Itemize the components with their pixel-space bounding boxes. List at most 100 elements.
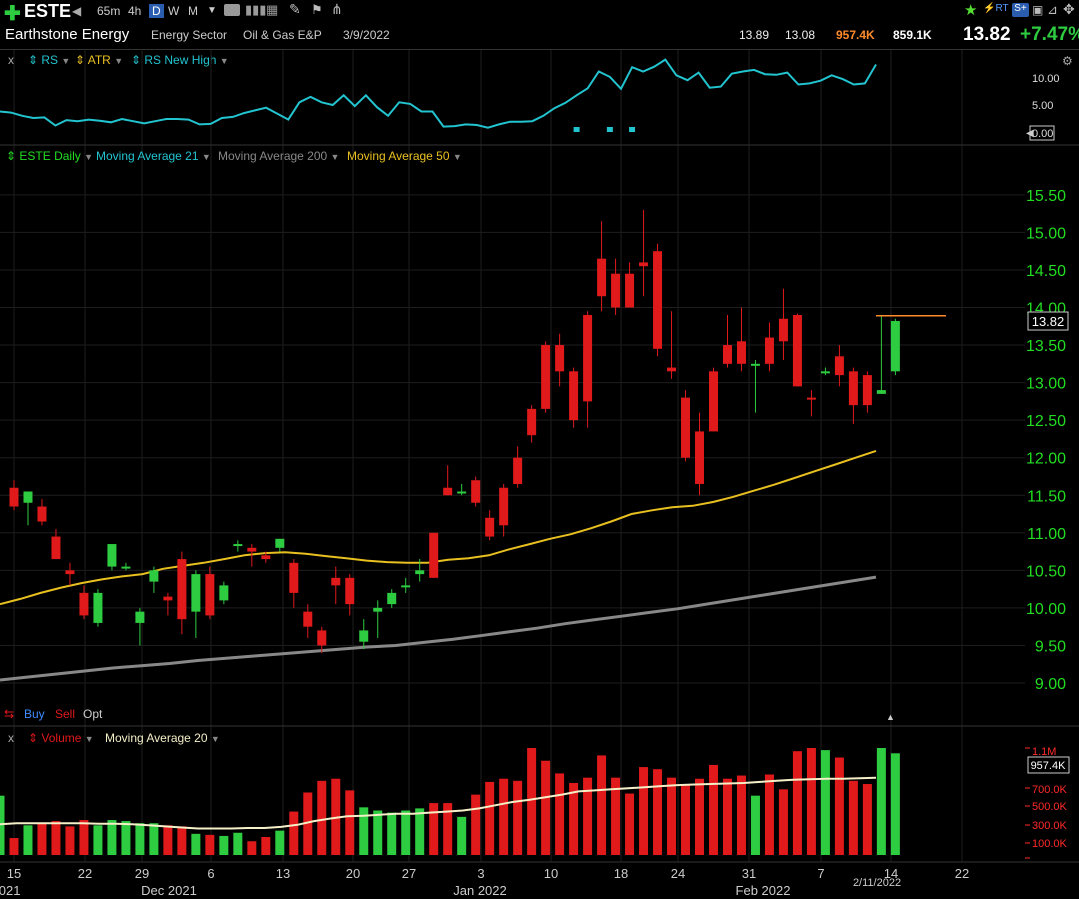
trade-icon[interactable]: ⇆: [4, 707, 15, 721]
draw-icon[interactable]: ✎: [289, 1, 301, 17]
x-tick-label: 3: [477, 866, 484, 881]
volume-label: Volume: [41, 731, 82, 745]
rs-zero-box: [1029, 125, 1055, 141]
candle-body: [387, 592, 397, 605]
settings-icon[interactable]: ⚙: [1062, 54, 1073, 68]
symbol-field[interactable]: ESTE: [24, 1, 72, 21]
chevron-down-icon[interactable]: ▼: [84, 152, 94, 162]
pin-icon[interactable]: ⊿: [1047, 2, 1058, 17]
candle-body: [359, 630, 369, 642]
ma21-legend-item[interactable]: Moving Average 21 ▼: [96, 149, 211, 163]
vol-ma-legend-item[interactable]: Moving Average 20 ▼: [105, 731, 220, 745]
candle-body: [527, 408, 537, 436]
move-icon[interactable]: ✥: [1063, 1, 1075, 17]
scroll-up-icon[interactable]: ▲: [886, 712, 895, 722]
grid-icon[interactable]: ▦: [266, 2, 279, 17]
candle-body: [219, 585, 229, 601]
share-icon[interactable]: ⋔: [331, 1, 343, 17]
volume-bar: [834, 757, 844, 855]
chevron-down-icon[interactable]: ▼: [61, 56, 71, 66]
rs-new-high-label: RS New High: [144, 53, 217, 67]
candle-body: [121, 566, 131, 569]
volume-bar: [0, 795, 5, 855]
star-icon[interactable]: ★: [964, 2, 978, 19]
buy-button[interactable]: Buy: [24, 707, 45, 721]
volume-bar: [135, 823, 145, 855]
candle-body: [317, 630, 327, 646]
scroll-left-icon[interactable]: ◀: [1026, 128, 1034, 139]
add-symbol-icon[interactable]: ✚: [4, 3, 21, 25]
close-panel-icon[interactable]: x: [8, 53, 14, 67]
volume-bar: [792, 751, 802, 855]
candle-body: [401, 585, 411, 588]
volume-bar: [708, 764, 718, 855]
volume-bar: [107, 820, 117, 855]
volume-bar: [233, 832, 243, 855]
ma50-line: [0, 449, 877, 606]
timeframe-weekly[interactable]: W: [168, 4, 180, 18]
rs-legend-item[interactable]: ⇕ RS ▼: [28, 53, 71, 67]
chevron-down-icon[interactable]: ▼: [210, 734, 220, 744]
realtime-icon[interactable]: ⚡RT: [983, 3, 1009, 14]
candle-body: [135, 611, 145, 623]
rs-new-high-mark: [629, 127, 636, 132]
volume-bar: [876, 748, 886, 855]
volume-bar: [261, 836, 271, 855]
volume-legend-item[interactable]: ⇕ Volume ▼: [28, 731, 94, 745]
flag-icon[interactable]: ⚑: [311, 2, 323, 17]
y-tick-label: 10.50: [1026, 563, 1066, 580]
volume-bar: [499, 778, 509, 855]
bar-style-icon[interactable]: ▮▮▮: [245, 2, 267, 17]
candle-body: [722, 345, 732, 364]
ma50-legend-item[interactable]: Moving Average 50 ▼: [347, 149, 462, 163]
volume-bar: [471, 794, 481, 855]
ma200-legend-item[interactable]: Moving Average 200 ▼: [218, 149, 339, 163]
candle-body: [303, 611, 313, 627]
sound-icon[interactable]: ◀: [72, 4, 82, 18]
timeframe-65m[interactable]: 65m: [97, 4, 121, 18]
s-plus-icon[interactable]: S+: [1012, 3, 1029, 17]
chevron-down-icon[interactable]: ▼: [114, 56, 124, 66]
chevron-down-icon[interactable]: ▼: [219, 56, 229, 66]
chevron-down-icon[interactable]: ▼: [207, 5, 217, 16]
chart-type-icon[interactable]: [224, 4, 240, 16]
candle-body: [750, 363, 760, 366]
last-price-label: 13.82: [1032, 314, 1065, 329]
timeframe-daily[interactable]: D: [149, 4, 164, 18]
volume-legend: x ⇕ Volume ▼ Moving Average 20 ▼: [0, 730, 400, 748]
timeframe-4h[interactable]: 4h: [128, 4, 142, 18]
volume-tick-label: 700.0K: [1032, 784, 1068, 796]
rs-new-high-legend-item[interactable]: ⇕ RS New High ▼: [131, 53, 229, 67]
candle-body: [443, 487, 453, 496]
chevron-down-icon[interactable]: ▼: [84, 734, 94, 744]
sell-button[interactable]: Sell: [55, 707, 76, 721]
last-price-box: [1027, 311, 1069, 331]
order-bar: ⇆ Buy Sell Opt: [0, 706, 200, 724]
volume-bar: [667, 777, 677, 855]
y-tick-label: 10.00: [1026, 601, 1066, 618]
candle-body: [37, 506, 47, 522]
quote-date: 3/9/2022: [343, 28, 390, 42]
chevron-down-icon[interactable]: ▼: [452, 152, 462, 162]
volume-bar: [177, 826, 187, 855]
close-panel-icon[interactable]: x: [8, 731, 14, 745]
atr-legend-item[interactable]: ⇕ ATR ▼: [75, 53, 124, 67]
price-legend-item[interactable]: ⇕ ESTE Daily ▼: [6, 149, 94, 163]
volume-bar: [653, 769, 663, 855]
y-tick-label: 15.50: [1026, 188, 1066, 205]
timeframe-monthly[interactable]: M: [188, 4, 198, 18]
chevron-down-icon[interactable]: ▼: [201, 152, 211, 162]
options-button[interactable]: Opt: [83, 707, 103, 721]
rs-panel: 10.00 5.00 0.00: [0, 58, 1060, 141]
volume-bar: [23, 825, 33, 855]
y-tick-label: 12.00: [1026, 451, 1066, 468]
candle-body: [485, 517, 495, 537]
rs-line: [0, 58, 877, 129]
candle-body: [862, 375, 872, 406]
y-tick-label: 9.50: [1035, 638, 1066, 655]
chevron-down-icon[interactable]: ▼: [330, 152, 340, 162]
candle-body: [876, 390, 886, 394]
save-icon[interactable]: ▣: [1032, 3, 1044, 17]
volume-tick-label: 500.0K: [1032, 801, 1068, 813]
